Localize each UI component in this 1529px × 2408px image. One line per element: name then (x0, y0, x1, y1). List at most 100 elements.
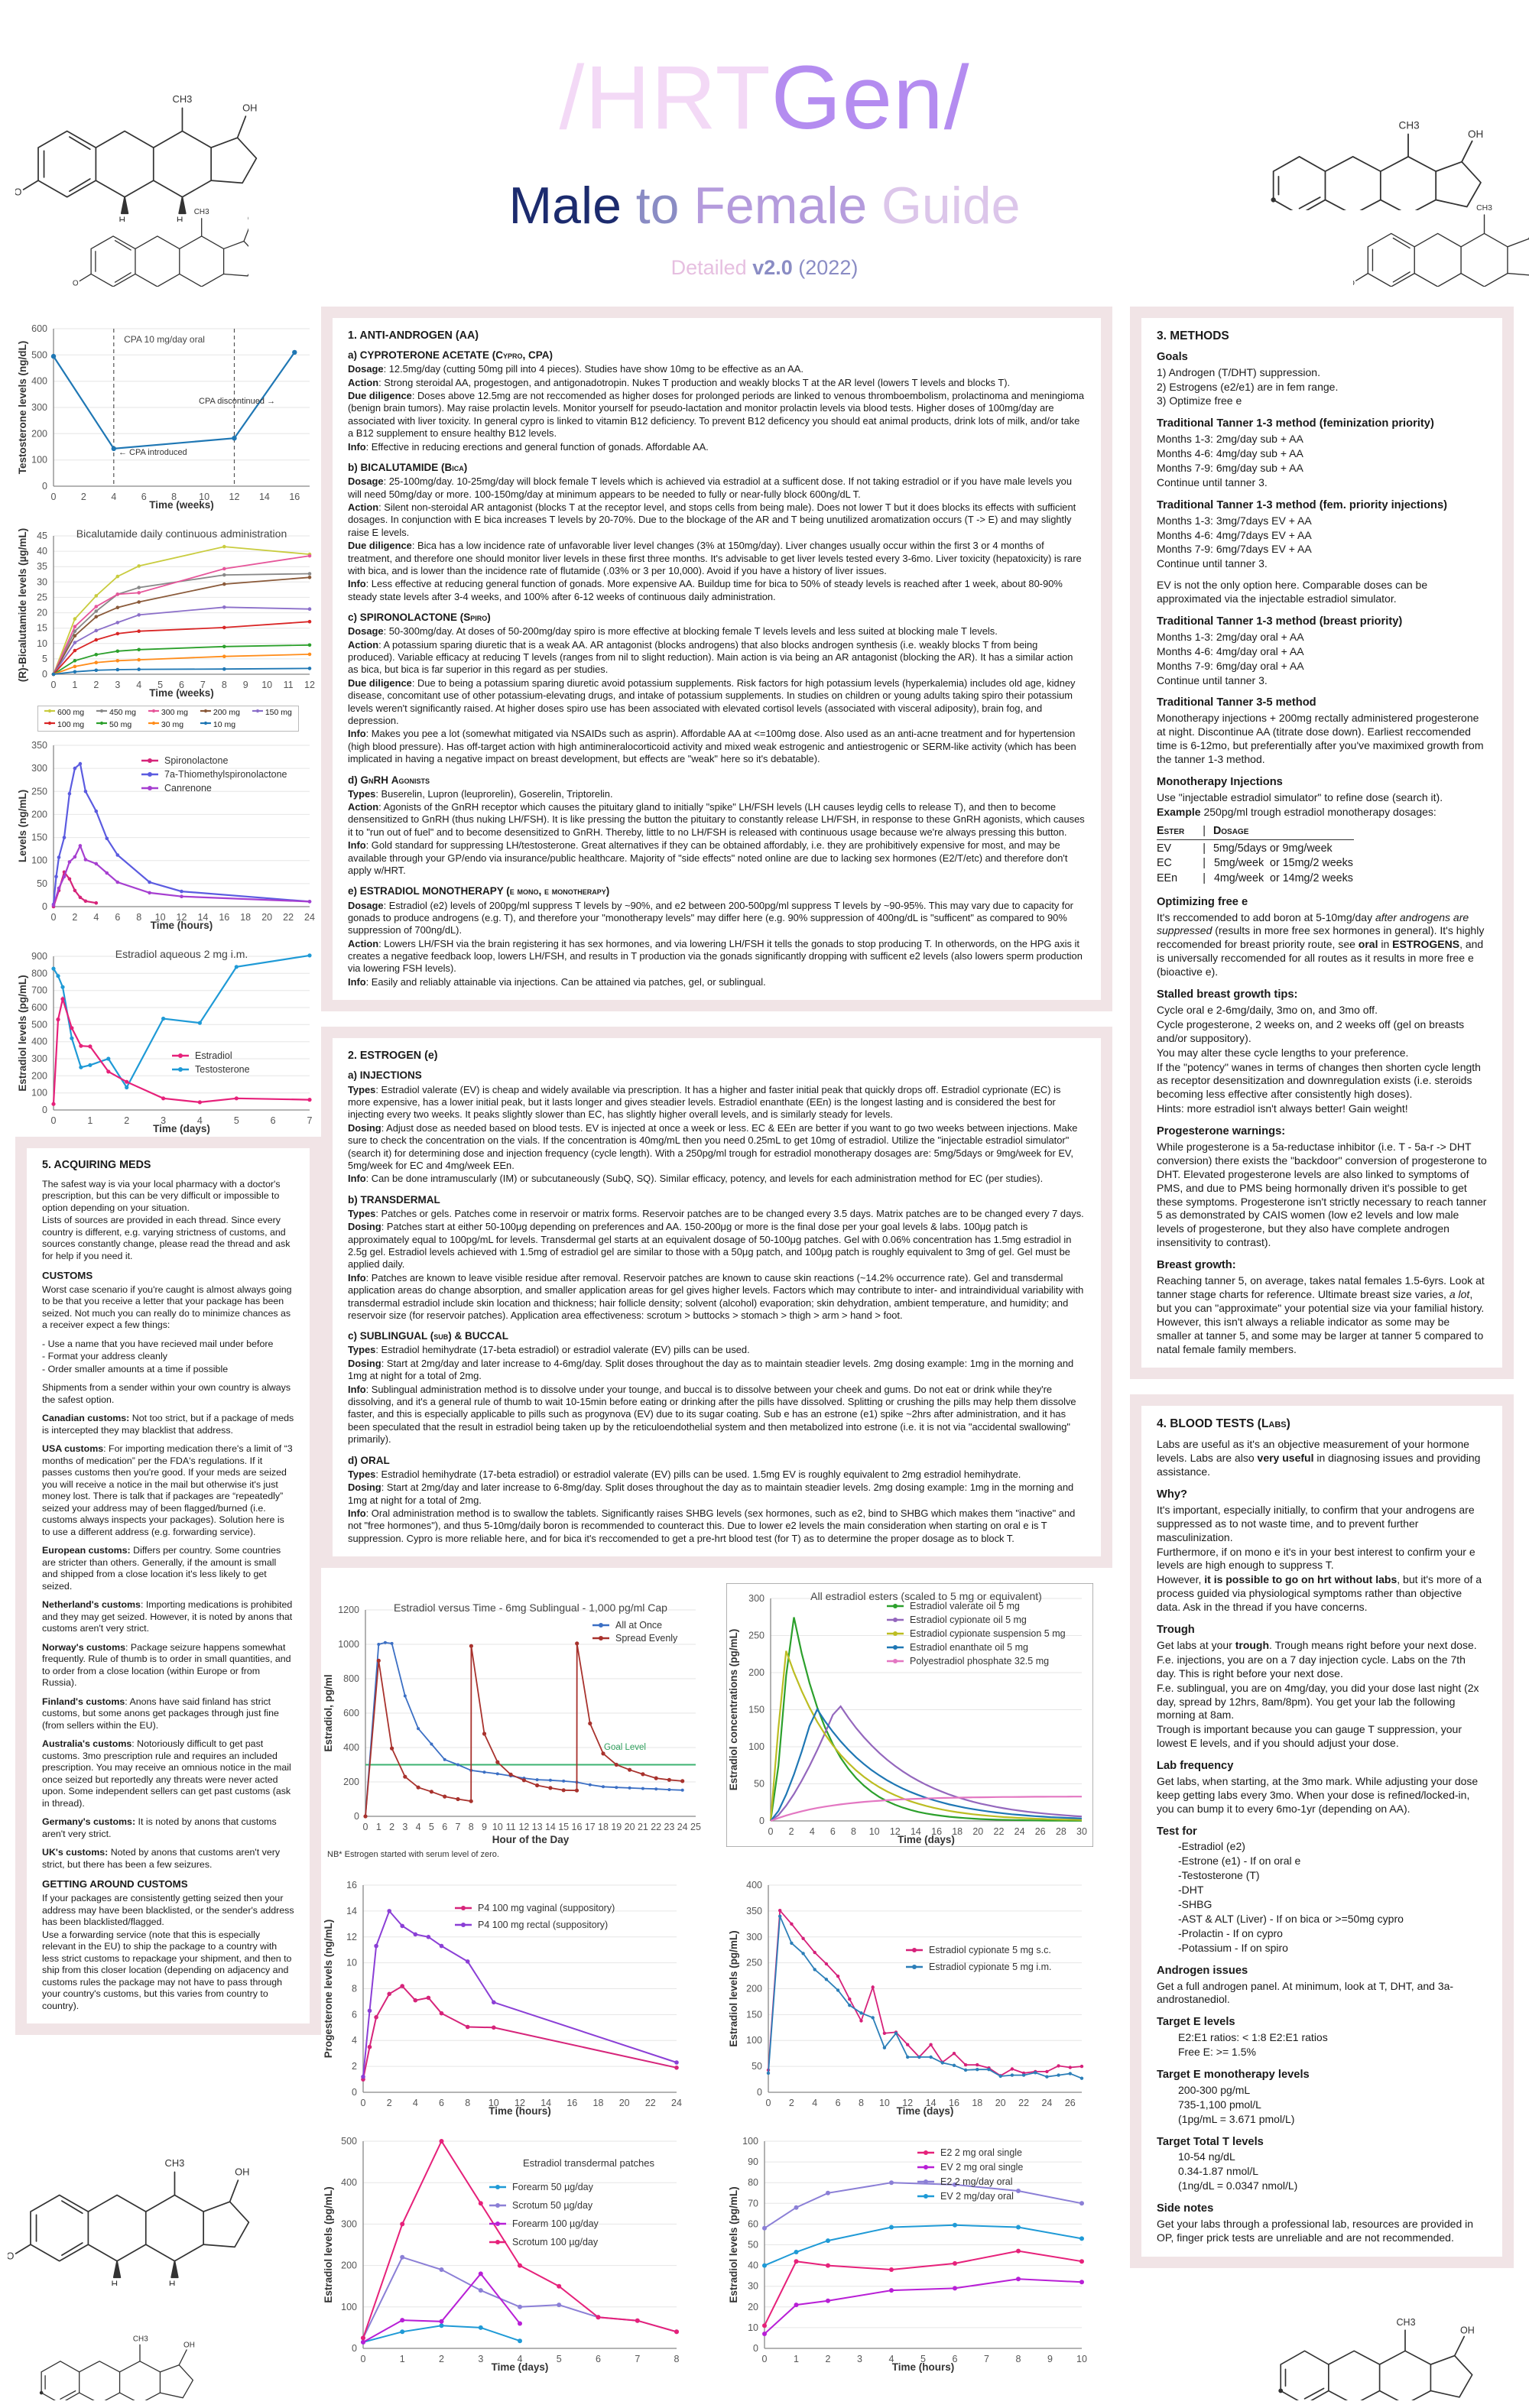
svg-text:Spread Evenly: Spread Evenly (615, 1633, 678, 1644)
svg-text:14: 14 (346, 1906, 357, 1916)
svg-text:16: 16 (566, 2098, 577, 2108)
svg-text:Estradiol concentrations (pg/m: Estradiol concentrations (pg/mL) (728, 1629, 739, 1791)
svg-text:13: 13 (532, 1822, 543, 1832)
svg-text:40: 40 (37, 546, 47, 557)
svg-text:0: 0 (42, 1105, 47, 1115)
svg-text:150: 150 (746, 2009, 762, 2020)
svg-text:14: 14 (259, 492, 270, 502)
svg-text:6: 6 (596, 2354, 601, 2364)
svg-text:300: 300 (31, 763, 47, 774)
svg-text:200: 200 (341, 2260, 357, 2271)
svg-text:16: 16 (289, 492, 300, 502)
svg-text:7: 7 (456, 1822, 461, 1832)
svg-text:250: 250 (748, 1631, 764, 1641)
svg-text:16: 16 (572, 1822, 583, 1832)
svg-text:10: 10 (1076, 2354, 1087, 2364)
svg-text:40: 40 (748, 2260, 758, 2271)
svg-text:0: 0 (766, 2098, 771, 2108)
svg-text:3: 3 (115, 680, 120, 690)
svg-text:Testosterone levels (ng/dL): Testosterone levels (ng/dL) (17, 341, 28, 475)
svg-text:6: 6 (830, 1826, 836, 1837)
svg-text:350: 350 (31, 740, 47, 751)
svg-text:30: 30 (748, 2281, 758, 2292)
svg-text:NB* Estrogen started with seru: NB* Estrogen started with serum level of… (327, 1850, 499, 1859)
svg-text:24: 24 (1041, 2098, 1052, 2108)
svg-text:8: 8 (465, 2098, 470, 2108)
svg-text:4: 4 (416, 1822, 421, 1832)
svg-text:10: 10 (261, 680, 272, 690)
svg-text:18: 18 (598, 1822, 609, 1832)
svg-text:2: 2 (352, 2061, 357, 2072)
svg-text:All at Once: All at Once (615, 1620, 662, 1631)
svg-text:Estradiol cypionate 5 mg i.m.: Estradiol cypionate 5 mg i.m. (929, 1962, 1052, 1972)
svg-text:900: 900 (31, 951, 47, 962)
svg-text:30: 30 (37, 576, 47, 587)
svg-text:300: 300 (31, 1053, 47, 1064)
svg-text:EV 2 mg oral single: EV 2 mg oral single (940, 2162, 1023, 2173)
svg-text:400: 400 (31, 376, 47, 387)
svg-text:0: 0 (51, 492, 57, 502)
svg-text:22: 22 (651, 1822, 661, 1832)
svg-text:4: 4 (136, 680, 141, 690)
svg-text:E2 2 mg oral single: E2 2 mg oral single (940, 2147, 1022, 2158)
svg-text:0: 0 (51, 912, 57, 923)
svg-text:10: 10 (748, 2322, 758, 2333)
svg-text:20: 20 (748, 2302, 758, 2312)
svg-text:5: 5 (557, 2354, 562, 2364)
svg-text:35: 35 (37, 561, 47, 572)
svg-text:22: 22 (645, 2098, 656, 2108)
svg-text:3: 3 (402, 1822, 407, 1832)
svg-text:300: 300 (748, 1593, 764, 1604)
svg-text:1: 1 (72, 680, 77, 690)
svg-text:Canrenone: Canrenone (164, 783, 212, 793)
svg-text:16: 16 (219, 912, 229, 923)
svg-text:Time (days): Time (days) (153, 1123, 210, 1134)
svg-text:12: 12 (304, 680, 315, 690)
svg-text:400: 400 (31, 1037, 47, 1047)
svg-text:4: 4 (93, 912, 99, 923)
svg-text:8: 8 (859, 2098, 864, 2108)
svg-text:17: 17 (585, 1822, 596, 1832)
svg-text:250: 250 (746, 1958, 762, 1968)
svg-text:10: 10 (492, 1822, 503, 1832)
svg-text:← CPA introduced: ← CPA introduced (118, 448, 187, 457)
svg-text:1: 1 (794, 2354, 799, 2364)
svg-text:25: 25 (690, 1822, 701, 1832)
svg-text:30: 30 (1076, 1826, 1087, 1837)
svg-text:7a-Thiomethylspironolactone: 7a-Thiomethylspironolactone (164, 769, 287, 780)
svg-text:22: 22 (1018, 2098, 1029, 2108)
svg-text:Testosterone: Testosterone (195, 1064, 250, 1075)
svg-text:8: 8 (352, 1984, 357, 1994)
svg-text:Spironolactone: Spironolactone (164, 755, 228, 766)
svg-text:0: 0 (363, 1822, 368, 1832)
svg-text:0: 0 (354, 1811, 359, 1822)
svg-text:19: 19 (611, 1822, 622, 1832)
svg-text:11: 11 (506, 1822, 516, 1832)
svg-text:2: 2 (72, 912, 77, 923)
svg-text:18: 18 (593, 2098, 604, 2108)
svg-text:Estradiol cypionate suspension: Estradiol cypionate suspension 5 mg (910, 1628, 1066, 1639)
svg-text:3: 3 (478, 2354, 483, 2364)
svg-text:22: 22 (283, 912, 294, 923)
svg-text:12: 12 (346, 1932, 357, 1942)
svg-text:6: 6 (439, 2098, 444, 2108)
svg-text:Estradiol levels (pg/mL): Estradiol levels (pg/mL) (323, 2186, 334, 2303)
svg-text:Estradiol cypionate oil 5 mg: Estradiol cypionate oil 5 mg (910, 1615, 1027, 1625)
svg-text:CPA 10 mg/day oral: CPA 10 mg/day oral (124, 334, 205, 345)
svg-text:6: 6 (442, 1822, 447, 1832)
svg-text:Forearm 100 µg/day: Forearm 100 µg/day (512, 2218, 599, 2229)
svg-text:0: 0 (51, 680, 57, 690)
svg-text:9: 9 (1047, 2354, 1053, 2364)
svg-text:6: 6 (352, 2009, 357, 2020)
svg-text:0: 0 (42, 669, 47, 680)
svg-text:22: 22 (994, 1826, 1005, 1837)
svg-text:2: 2 (387, 2098, 392, 2108)
svg-text:Estradiol enanthate oil 5 mg: Estradiol enanthate oil 5 mg (910, 1642, 1028, 1653)
svg-text:20: 20 (37, 608, 47, 618)
svg-text:0: 0 (361, 2354, 366, 2364)
svg-text:7: 7 (635, 2354, 640, 2364)
svg-text:1: 1 (400, 2354, 405, 2364)
svg-text:5: 5 (234, 1115, 239, 1126)
svg-text:350: 350 (746, 1906, 762, 1916)
svg-text:2: 2 (389, 1822, 394, 1832)
